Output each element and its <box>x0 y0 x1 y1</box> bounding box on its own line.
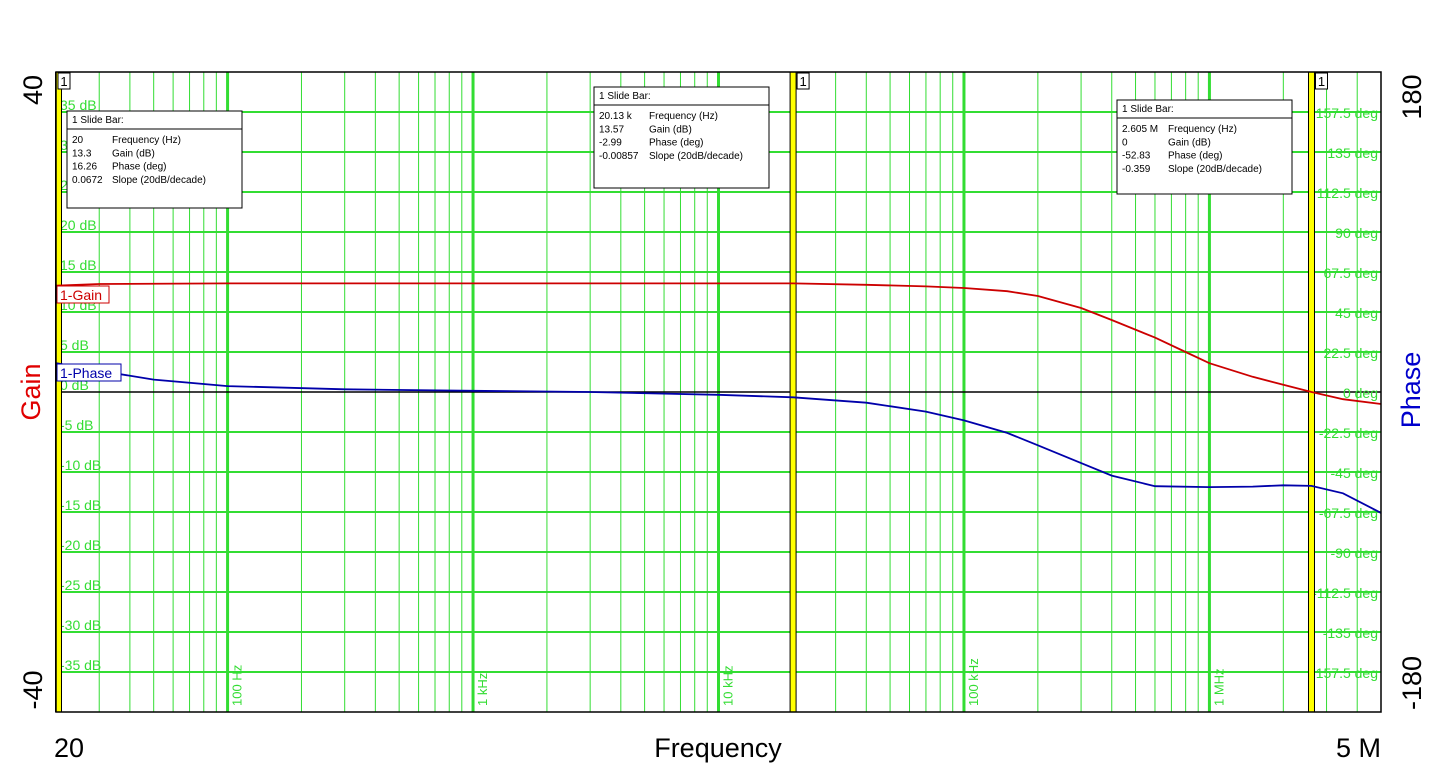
phase-tick-label: 90 deg <box>1335 225 1378 241</box>
gain-trace <box>55 282 1382 405</box>
slide-bar-readout-name: Phase (deg) <box>112 162 166 173</box>
phase-tick-label: 67.5 deg <box>1324 265 1379 281</box>
slide-bar-readout-value: -0.00857 <box>599 151 639 162</box>
gain-tick-label: 5 dB <box>60 337 89 353</box>
phase-tick-label: -22.5 deg <box>1319 425 1378 441</box>
phase-tick-label: -45 deg <box>1331 465 1378 481</box>
decade-label: 100 Hz <box>230 665 245 706</box>
slide-bar-tag-box <box>1314 72 1328 90</box>
slide-bar-readout-name: Frequency (Hz) <box>112 135 181 146</box>
phase-tick-label: -157.5 deg <box>1311 665 1378 681</box>
phase-tick-label: 135 deg <box>1327 145 1378 161</box>
phase-tick-label: -67.5 deg <box>1319 505 1378 521</box>
phase-axis-min: -180 <box>1397 656 1427 710</box>
gain-tick-label: -30 dB <box>60 617 101 633</box>
slide-bar-tag-box <box>796 72 810 90</box>
slide-bar-readout-name: Frequency (Hz) <box>1168 124 1237 135</box>
slide-bar-readout-box <box>593 86 770 189</box>
legend-box <box>56 285 110 304</box>
slide-bar-tag: 1 <box>1318 74 1325 89</box>
slide-bar-cursor <box>790 72 797 712</box>
phase-tick-label: -135 deg <box>1323 625 1378 641</box>
gain-tick-label: -20 dB <box>60 537 101 553</box>
series-lines <box>55 282 1382 514</box>
slide-bar-tag-box <box>57 72 71 90</box>
decade-label: 1 kHz <box>475 673 490 706</box>
slide-bar-readout-value: 2.605 M <box>1122 124 1158 135</box>
slide-bar-readout-name: Phase (deg) <box>649 138 703 149</box>
decade-label: 1 MHz <box>1211 668 1226 706</box>
slide-bar-readout-title: 1 Slide Bar: <box>599 91 651 102</box>
legend: 1-Gain 1-Phase <box>56 285 122 382</box>
slide-bar-readout-title: 1 Slide Bar: <box>72 115 124 126</box>
slide-bar-readout-title: 1 Slide Bar: <box>1122 104 1174 115</box>
phase-tick-label: -112.5 deg <box>1312 585 1378 601</box>
frequency-axis-max: 5 M <box>1336 733 1381 763</box>
slide-bar-readout-value: 13.57 <box>599 124 624 135</box>
slide-bar-readout-name: Frequency (Hz) <box>649 111 718 122</box>
slide-bar-readout-value: 16.26 <box>72 162 97 173</box>
gain-tick-label: -35 dB <box>60 657 101 673</box>
slide-bar-readout-box <box>1116 99 1293 195</box>
gain-tick-label: -5 dB <box>60 417 93 433</box>
plot-frame <box>55 71 1382 713</box>
slide-bar-readout-name: Gain (dB) <box>1168 137 1211 148</box>
gain-axis-title: Gain <box>16 363 46 420</box>
phase-tick-label: 157.5 deg <box>1316 105 1378 121</box>
slide-bar-readout-name: Gain (dB) <box>112 148 155 159</box>
slide-bar-readout-name: Phase (deg) <box>1168 151 1222 162</box>
gain-tick-label: -10 dB <box>60 457 101 473</box>
phase-axis-max: 180 <box>1397 74 1427 119</box>
slide-bar-readout-box <box>66 110 243 209</box>
gain-axis-max: 40 <box>18 75 48 105</box>
phase-tick-label: 22.5 deg <box>1324 345 1379 361</box>
gain-tick-label: -15 dB <box>60 497 101 513</box>
frequency-axis-min: 20 <box>54 733 84 763</box>
slide-bar-readout-value: 13.3 <box>72 148 92 159</box>
gain-tick-label: 15 dB <box>60 257 97 273</box>
phase-trace <box>55 362 1382 514</box>
gain-tick-label: 35 dB <box>60 97 97 113</box>
slide-bar-readout-value: 0 <box>1122 137 1128 148</box>
legend-label: 1-Phase <box>60 365 112 381</box>
legend-label: 1-Gain <box>60 287 102 303</box>
slide-bar-cursor <box>55 72 62 712</box>
phase-tick-label: 112.5 deg <box>1317 185 1378 201</box>
slide-bar-readout-name: Slope (20dB/decade) <box>1168 164 1262 175</box>
phase-axis-ticks: 157.5 deg 135 deg 112.5 deg 90 deg 67.5 deg 4… <box>1311 105 1378 681</box>
slide-bar-readout-value: 0.0672 <box>72 175 103 186</box>
phase-tick-label: 0 deg <box>1343 385 1378 401</box>
frequency-decade-labels: 100 Hz 1 kHz 10 kHz 100 kHz 1 MHz <box>230 658 1227 706</box>
decade-label: 10 kHz <box>721 666 736 706</box>
slide-bar-readouts: 1 Slide Bar: 20 Frequency (Hz) 13.3 Gain (dB… <box>66 86 1293 209</box>
gain-axis-min: -40 <box>18 670 48 709</box>
decade-label: 100 kHz <box>966 658 981 706</box>
slide-bar-readout-value: -2.99 <box>599 138 622 149</box>
frequency-axis-title: Frequency <box>654 733 782 763</box>
slide-bar-readout-name: Slope (20dB/decade) <box>649 151 743 162</box>
slide-bar-readout-name: Gain (dB) <box>649 124 692 135</box>
gain-tick-label: -25 dB <box>60 577 101 593</box>
phase-axis-title: Phase <box>1396 352 1426 429</box>
slide-bar-readout-name: Slope (20dB/decade) <box>112 175 206 186</box>
legend-box <box>56 363 122 382</box>
slide-bar-tag: 1 <box>60 74 67 89</box>
slide-bar-readout-value: 20.13 k <box>599 111 633 122</box>
slide-bar-tag: 1 <box>799 74 806 89</box>
slide-bar-readout-value: 20 <box>72 135 84 146</box>
slide-bar-readout-value: -0.359 <box>1122 164 1151 175</box>
phase-tick-label: -90 deg <box>1331 545 1378 561</box>
gain-tick-label: 20 dB <box>60 217 97 233</box>
slide-bar-readout-value: -52.83 <box>1122 151 1151 162</box>
phase-tick-label: 45 deg <box>1335 305 1378 321</box>
